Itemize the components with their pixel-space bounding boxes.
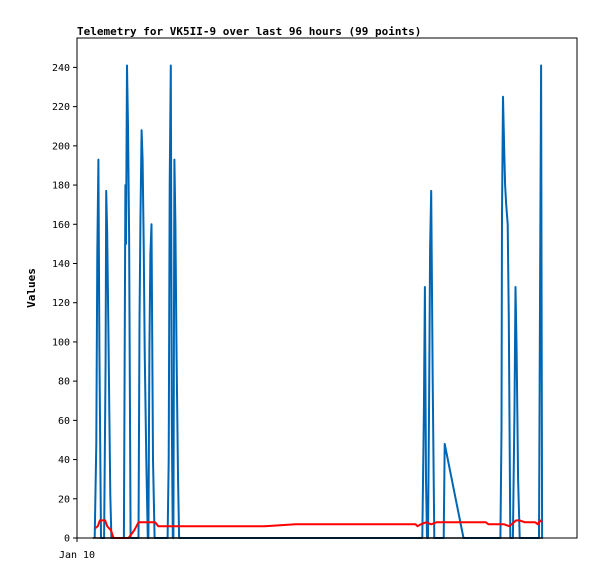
y-axis-label: Values: [25, 268, 38, 308]
y-tick-label: 240: [52, 63, 70, 74]
y-tick-label: 160: [52, 220, 70, 231]
x-tick-label: Jan 10: [59, 550, 95, 561]
plot-area: [76, 37, 578, 539]
x-axis: Jan 10: [59, 538, 95, 561]
y-tick-label: 100: [52, 337, 70, 348]
chart-title: Telemetry for VK5II-9 over last 96 hours…: [77, 25, 421, 38]
y-tick-label: 20: [58, 494, 70, 505]
y-tick-label: 0: [64, 534, 70, 545]
y-tick-label: 180: [52, 181, 70, 192]
y-axis: 0 20 40 60 80 100 120 140 160 180 200 220 240: [52, 63, 77, 545]
y-tick-label: 80: [58, 377, 70, 388]
y-tick-label: 40: [58, 455, 70, 466]
series-layer: [92, 64, 544, 539]
y-tick-label: 120: [52, 298, 70, 309]
y-tick-label: 140: [52, 259, 70, 270]
y-tick-label: 220: [52, 102, 70, 113]
y-tick-label: 200: [52, 141, 70, 152]
y-tick-label: 60: [58, 416, 70, 427]
